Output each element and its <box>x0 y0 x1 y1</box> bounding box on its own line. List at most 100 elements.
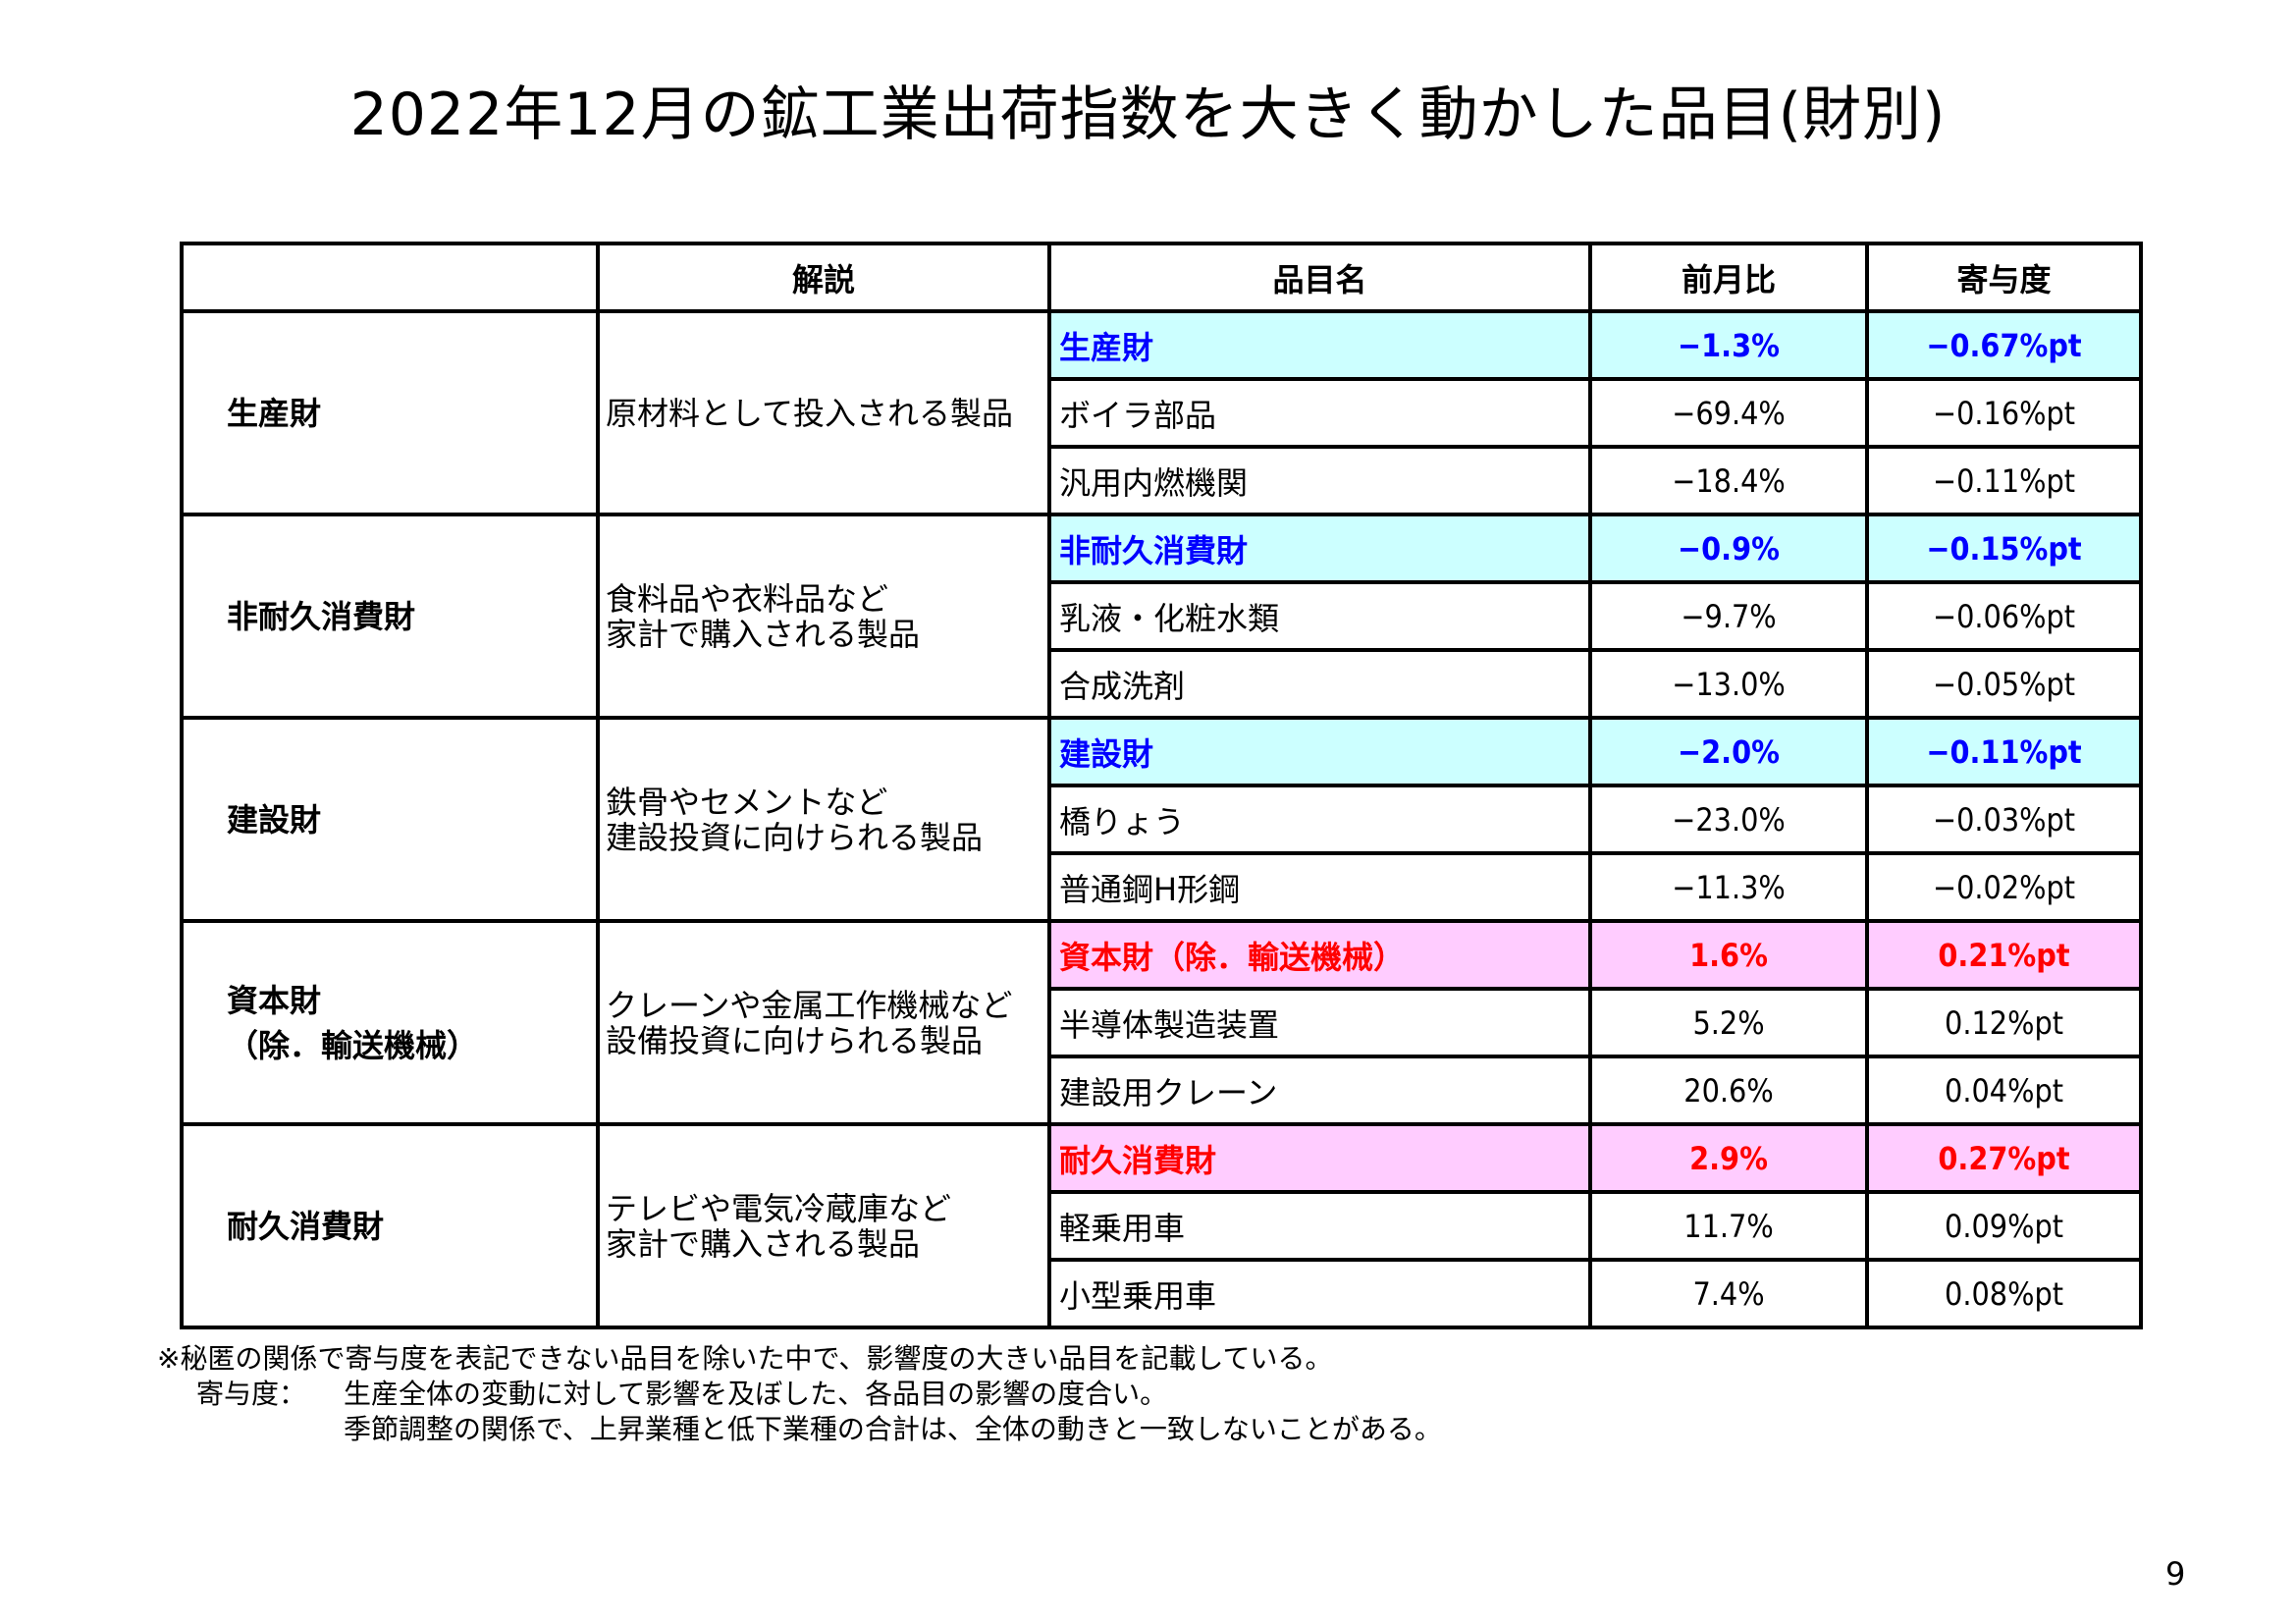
table-row: 乳液・化粧水類 −9.7% −0.06%pt <box>182 580 2143 651</box>
table-row: ボイラ部品 −69.4% −0.16%pt <box>182 377 2143 448</box>
item-name-cell: 建設財 <box>1047 716 1592 786</box>
category-cell: 耐久消費財 <box>180 1122 600 1329</box>
table-row-group-header: 建設財 鉄骨やセメントなど 建設投資に向けられる製品 建設財 −2.0% −0.11%pt <box>180 716 2143 923</box>
item-name-cell: 耐久消費財 <box>1047 1122 1592 1193</box>
description-text: 家計で購入される製品 <box>606 615 921 653</box>
category-label: 非耐久消費財 <box>227 597 416 635</box>
category-cell: 建設財 <box>180 716 600 923</box>
table-row: 橋りょう −23.0% −0.03%pt <box>182 784 2143 854</box>
item-name-cell: 汎用内燃機関 <box>1047 445 1592 516</box>
table-row: 普通鋼H形鋼 −11.3% −0.02%pt <box>182 851 2143 923</box>
category-cell: 資本財 （除．輸送機械） <box>180 919 600 1126</box>
mom-change-cell: −2.0% <box>1588 716 1869 786</box>
description-cell: 鉄骨やセメントなど 建設投資に向けられる製品 <box>596 716 1051 923</box>
contribution-cell: −0.15%pt <box>1865 513 2143 583</box>
mom-change-cell: 11.7% <box>1588 1190 1869 1261</box>
contribution-cell: 0.21%pt <box>1865 919 2143 990</box>
table-row: 建設用クレーン 20.6% 0.04%pt <box>182 1055 2143 1126</box>
table-row: 合成洗剤 −13.0% −0.05%pt <box>182 648 2143 720</box>
table-row: 半導体製造装置 5.2% 0.12%pt <box>182 987 2143 1057</box>
category-cell: 生産財 <box>180 309 600 516</box>
category-cell: 非耐久消費財 <box>180 513 600 720</box>
category-label: 耐久消費財 <box>227 1207 385 1245</box>
mom-change-cell: 2.9% <box>1588 1122 1869 1193</box>
item-name-cell: 半導体製造装置 <box>1047 987 1592 1057</box>
table-row: 汎用内燃機関 −18.4% −0.11%pt <box>182 445 2143 516</box>
header-item-name: 品目名 <box>1047 242 1592 313</box>
contribution-cell: −0.06%pt <box>1865 580 2143 651</box>
item-name-cell: 橋りょう <box>1047 784 1592 854</box>
item-table: 解説 品目名 前月比 寄与度 生産財 原材料として投入される製品 生産財 −1.3% −… <box>180 242 2143 1329</box>
category-label: 生産財 <box>227 394 322 432</box>
table-row-group-header: 資本財 （除．輸送機械） クレーンや金属工作機械など 設備投資に向けられる製品 資本財（… <box>180 919 2143 1126</box>
item-name-cell: ボイラ部品 <box>1047 377 1592 448</box>
mom-change-cell: −9.7% <box>1588 580 1869 651</box>
contribution-cell: −0.11%pt <box>1865 445 2143 516</box>
page-title: 2022年12月の鉱工業出荷指数を大きく動かした品目(財別) <box>349 81 1947 149</box>
header-month-over-month: 前月比 <box>1588 242 1869 313</box>
description-text: クレーンや金属工作機械など <box>606 986 1013 1024</box>
table-row-group-header: 非耐久消費財 食料品や衣料品など 家計で購入される製品 非耐久消費財 −0.9% −0.1… <box>180 513 2143 720</box>
contribution-cell: 0.09%pt <box>1865 1190 2143 1261</box>
description-text: テレビや電気冷蔵庫など <box>606 1189 952 1227</box>
contribution-cell: 0.04%pt <box>1865 1055 2143 1126</box>
category-label: （除．輸送機械） <box>227 1026 479 1064</box>
table-row: 軽乗用車 11.7% 0.09%pt <box>182 1190 2143 1261</box>
mom-change-cell: −11.3% <box>1588 851 1869 923</box>
item-name-cell: 合成洗剤 <box>1047 648 1592 720</box>
table-header-row: 解説 品目名 前月比 寄与度 <box>180 242 2143 313</box>
mom-change-cell: −18.4% <box>1588 445 1869 516</box>
mom-change-cell: −69.4% <box>1588 377 1869 448</box>
table-row: 小型乗用車 7.4% 0.08%pt <box>182 1258 2143 1329</box>
footnote-text: 生産全体の変動に対して影響を及ぼした、各品目の影響の度合い。 <box>344 1378 1168 1410</box>
item-name-cell: 軽乗用車 <box>1047 1190 1592 1261</box>
footnote-line-2: 寄与度： 生産全体の変動に対して影響を及ぼした、各品目の影響の度合い。 <box>157 1377 1442 1412</box>
description-text: 建設投資に向けられる製品 <box>606 818 984 856</box>
description-cell: 原材料として投入される製品 <box>596 309 1051 516</box>
footnote-line-1: ※秘匿の関係で寄与度を表記できない品目を除いた中で、影響度の大きい品目を記載して… <box>157 1342 1333 1375</box>
item-name-cell: 小型乗用車 <box>1047 1258 1592 1329</box>
contribution-cell: 0.08%pt <box>1865 1258 2143 1329</box>
description-text: 鉄骨やセメントなど <box>606 783 888 821</box>
item-name-cell: 建設用クレーン <box>1047 1055 1592 1126</box>
table-row-group-header: 生産財 原材料として投入される製品 生産財 −1.3% −0.67%pt <box>180 309 2143 516</box>
mom-change-cell: 1.6% <box>1588 919 1869 990</box>
contribution-cell: −0.11%pt <box>1865 716 2143 786</box>
contribution-cell: −0.03%pt <box>1865 784 2143 854</box>
footnote-label: 寄与度： <box>196 1378 307 1410</box>
description-text: 原材料として投入される製品 <box>606 394 1014 432</box>
contribution-cell: −0.67%pt <box>1865 309 2143 380</box>
item-name-cell: 生産財 <box>1047 309 1592 380</box>
category-label: 資本財 <box>227 981 322 1019</box>
description-cell: クレーンや金属工作機械など 設備投資に向けられる製品 <box>596 919 1051 1126</box>
mom-change-cell: 20.6% <box>1588 1055 1869 1126</box>
description-text: 家計で購入される製品 <box>606 1224 921 1263</box>
contribution-cell: 0.12%pt <box>1865 987 2143 1057</box>
description-cell: テレビや電気冷蔵庫など 家計で購入される製品 <box>596 1122 1051 1329</box>
table-row-group-header: 耐久消費財 テレビや電気冷蔵庫など 家計で購入される製品 耐久消費財 2.9% 0.27%… <box>180 1122 2143 1329</box>
item-name-cell: 非耐久消費財 <box>1047 513 1592 583</box>
category-label: 建設財 <box>227 800 322 839</box>
contribution-cell: −0.05%pt <box>1865 648 2143 720</box>
contribution-cell: 0.27%pt <box>1865 1122 2143 1193</box>
contribution-cell: −0.02%pt <box>1865 851 2143 923</box>
footnotes: ※秘匿の関係で寄与度を表記できない品目を除いた中で、影響度の大きい品目を記載して… <box>157 1341 1442 1447</box>
contribution-cell: −0.16%pt <box>1865 377 2143 448</box>
description-cell: 食料品や衣料品など 家計で購入される製品 <box>596 513 1051 720</box>
item-name-cell: 乳液・化粧水類 <box>1047 580 1592 651</box>
mom-change-cell: −0.9% <box>1588 513 1869 583</box>
description-text: 設備投資に向けられる製品 <box>606 1021 984 1059</box>
item-name-cell: 普通鋼H形鋼 <box>1047 851 1592 923</box>
mom-change-cell: −13.0% <box>1588 648 1869 720</box>
mom-change-cell: −1.3% <box>1588 309 1869 380</box>
header-contribution: 寄与度 <box>1865 242 2143 313</box>
mom-change-cell: 5.2% <box>1588 987 1869 1057</box>
header-category <box>180 242 600 313</box>
footnote-line-3: 季節調整の関係で、上昇業種と低下業種の合計は、全体の動きと一致しないことがある。 <box>344 1413 1442 1445</box>
item-name-cell: 資本財（除．輸送機械） <box>1047 919 1592 990</box>
header-description: 解説 <box>596 242 1051 313</box>
mom-change-cell: −23.0% <box>1588 784 1869 854</box>
description-text: 食料品や衣料品など <box>606 579 889 618</box>
table-body: 生産財 原材料として投入される製品 生産財 −1.3% −0.67%pt ボイラ部品 −69… <box>180 309 2143 1329</box>
mom-change-cell: 7.4% <box>1588 1258 1869 1329</box>
